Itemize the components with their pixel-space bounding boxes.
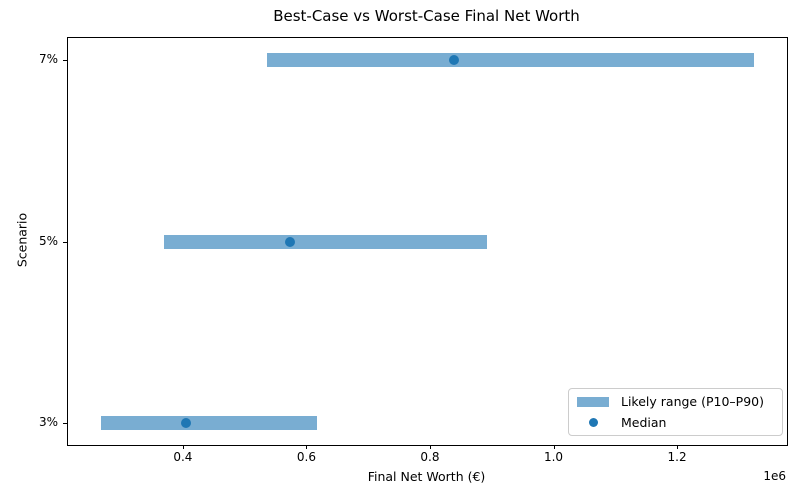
x-axis-offset-text: 1e6 xyxy=(763,469,786,483)
x-tick-label: 0.6 xyxy=(296,450,316,464)
legend-label-range: Likely range (P10–P90) xyxy=(621,394,764,409)
chart-title: Best-Case vs Worst-Case Final Net Worth xyxy=(273,7,580,25)
legend-item-range: Likely range (P10–P90) xyxy=(577,393,774,410)
x-tick-mark xyxy=(553,445,555,449)
legend-item-median: Median xyxy=(577,414,774,431)
y-tick-label: 5% xyxy=(38,233,58,248)
x-tick-mark xyxy=(429,445,431,449)
x-tick-label: 1.2 xyxy=(667,450,687,464)
y-tick-mark xyxy=(63,241,67,243)
x-tick-label: 0.8 xyxy=(420,450,440,464)
plot-area xyxy=(67,37,788,446)
legend-label-median: Median xyxy=(621,415,667,430)
median-dot-3% xyxy=(180,418,191,429)
range-bar-7% xyxy=(266,52,755,67)
y-tick-mark xyxy=(63,59,67,61)
x-tick-mark xyxy=(677,445,679,449)
x-tick-label: 0.4 xyxy=(173,450,193,464)
x-tick-mark xyxy=(306,445,308,449)
y-tick-label: 7% xyxy=(38,51,58,66)
y-tick-mark xyxy=(63,423,67,425)
median-dot-5% xyxy=(285,236,296,247)
range-bar-3% xyxy=(100,416,317,431)
median-dot-swatch xyxy=(588,418,598,427)
range-bar-swatch xyxy=(577,396,609,407)
x-tick-mark xyxy=(182,445,184,449)
range-bar-5% xyxy=(163,234,487,249)
x-tick-label: 1.0 xyxy=(543,450,564,464)
median-dot-swatch-wrap xyxy=(577,418,609,427)
y-tick-label: 3% xyxy=(38,415,58,430)
x-axis-label: Final Net Worth (€) xyxy=(367,469,486,484)
median-dot-7% xyxy=(449,54,460,65)
legend: Likely range (P10–P90) Median xyxy=(568,388,783,436)
